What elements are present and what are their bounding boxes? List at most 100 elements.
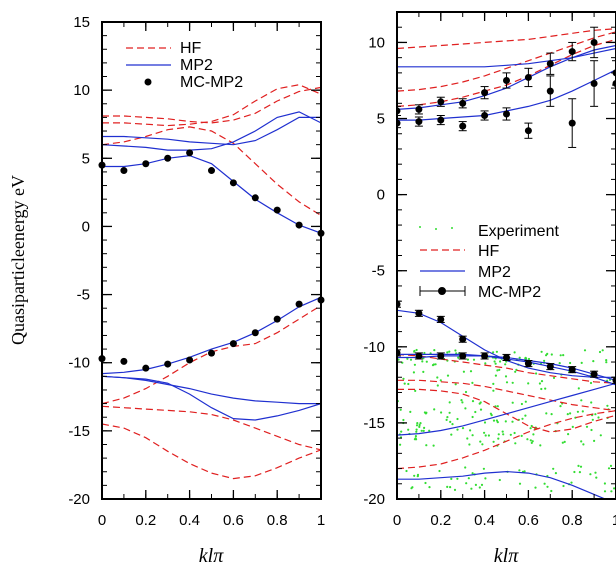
- mc-mp2-point: [459, 100, 466, 107]
- experiment-point: [510, 434, 512, 436]
- experiment-point: [502, 431, 504, 433]
- experiment-point: [426, 361, 428, 363]
- x-tick-label: 0.2: [135, 512, 156, 529]
- mc-mp2-point: [230, 179, 237, 186]
- legend-mcmp2-label: MC-MP2: [180, 74, 243, 91]
- left-panel-ticks: 0 0.2 0.4 0.6 0.8 1 15 10 5 0 -5 -10 -15 -20: [68, 14, 325, 529]
- experiment-point: [465, 482, 467, 484]
- experiment-point: [610, 465, 612, 467]
- legend-mcmp2-marker: [145, 79, 152, 86]
- experiment-point: [497, 438, 499, 440]
- experiment-point: [546, 486, 548, 488]
- experiment-point: [479, 403, 481, 405]
- experiment-point: [449, 486, 451, 488]
- experiment-point: [519, 357, 521, 359]
- mc-mp2-point: [503, 77, 510, 84]
- experiment-point: [602, 349, 604, 351]
- experiment-point: [504, 363, 506, 365]
- experiment-point: [414, 364, 416, 366]
- experiment-point: [472, 400, 474, 402]
- legend-mcmp2-label-right: MC-MP2: [478, 284, 541, 301]
- experiment-point: [405, 470, 407, 472]
- mc-mp2-point: [481, 89, 488, 96]
- mc-mp2-point: [481, 352, 488, 359]
- experiment-point: [479, 441, 481, 443]
- experiment-point: [454, 489, 456, 491]
- experiment-point: [553, 377, 555, 379]
- mc-mp2-point: [296, 222, 303, 229]
- legend-mcmp2-swatch-right: [420, 286, 465, 296]
- experiment-point: [492, 390, 494, 392]
- x-tick-label: 0.8: [267, 512, 288, 529]
- experiment-point: [421, 430, 423, 432]
- experiment-point: [402, 419, 404, 421]
- experiment-point: [470, 488, 472, 490]
- experiment-point: [545, 412, 547, 414]
- mc-mp2-point: [186, 356, 193, 363]
- experiment-point: [399, 444, 401, 446]
- experiment-point: [467, 359, 469, 361]
- y-tick-label: 5: [377, 111, 385, 128]
- experiment-point: [524, 415, 526, 417]
- experiment-point: [425, 444, 427, 446]
- experiment-point: [600, 434, 602, 436]
- experiment-point: [446, 416, 448, 418]
- experiment-point: [421, 360, 423, 362]
- experiment-point: [552, 468, 554, 470]
- y-tick-label: 10: [73, 82, 90, 99]
- mc-mp2-point: [459, 352, 466, 359]
- experiment-point: [605, 361, 607, 363]
- experiment-point: [514, 371, 516, 373]
- mc-mp2-point: [142, 365, 149, 372]
- experiment-point: [472, 416, 474, 418]
- experiment-point: [495, 363, 497, 365]
- left-panel-points: [99, 149, 325, 371]
- x-tick-label: 0.4: [474, 512, 495, 529]
- experiment-point: [527, 382, 529, 384]
- experiment-point: [464, 407, 466, 409]
- experiment-point: [599, 351, 601, 353]
- mc-mp2-point: [459, 336, 466, 343]
- experiment-point: [414, 390, 416, 392]
- experiment-point: [590, 401, 592, 403]
- experiment-point: [525, 401, 527, 403]
- experiment-point: [423, 430, 425, 432]
- experiment-point: [496, 369, 498, 371]
- experiment-point: [484, 477, 486, 479]
- experiment-point: [449, 412, 451, 414]
- mc-mp2-point: [164, 361, 171, 368]
- mc-mp2-point: [437, 352, 444, 359]
- experiment-point: [521, 403, 523, 405]
- x-tick-label: 0.6: [518, 512, 539, 529]
- experiment-point: [580, 399, 582, 401]
- experiment-point: [483, 432, 485, 434]
- mc-mp2-point: [503, 354, 510, 361]
- experiment-point: [580, 466, 582, 468]
- experiment-point: [581, 362, 583, 364]
- experiment-point: [541, 380, 543, 382]
- experiment-point: [498, 433, 500, 435]
- experiment-point: [423, 352, 425, 354]
- x-tick-label: 1: [317, 512, 325, 529]
- experiment-point: [564, 441, 566, 443]
- experiment-point: [437, 384, 439, 386]
- mc-mp2-point: [459, 123, 466, 130]
- experiment-point: [447, 375, 449, 377]
- experiment-point: [457, 357, 459, 359]
- experiment-point: [463, 371, 465, 373]
- mc-mp2-point: [230, 340, 237, 347]
- x-tick-label: 0.6: [223, 512, 244, 529]
- experiment-point: [440, 411, 442, 413]
- experiment-point: [512, 382, 514, 384]
- mc-mp2-point: [415, 352, 422, 359]
- experiment-point: [590, 382, 592, 384]
- experiment-point: [417, 474, 419, 476]
- experiment-point: [456, 429, 458, 431]
- experiment-point: [407, 383, 409, 385]
- experiment-point: [410, 487, 412, 489]
- experiment-point: [573, 471, 575, 473]
- experiment-point: [551, 413, 553, 415]
- experiment-point: [469, 429, 471, 431]
- experiment-point: [551, 353, 553, 355]
